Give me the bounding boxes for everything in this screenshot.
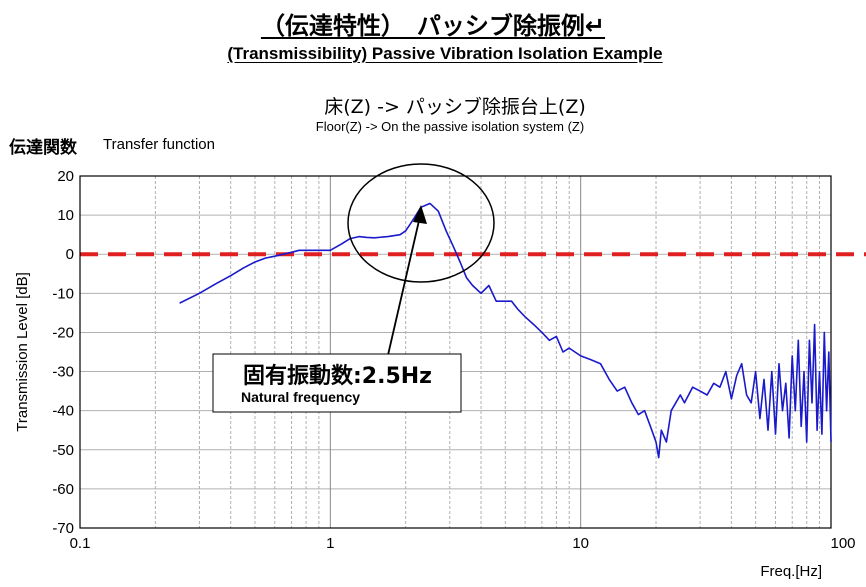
- y-tick-label: -20: [52, 324, 74, 341]
- annotation-arrow-line: [388, 212, 421, 355]
- x-tick-label: 0.1: [70, 535, 91, 552]
- y-tick-label: -50: [52, 442, 74, 459]
- y-tick-label: -30: [52, 364, 74, 381]
- annotation-arrowhead: [413, 205, 427, 224]
- y-tick-label: 20: [57, 168, 74, 185]
- y-tick-label: 10: [57, 207, 74, 224]
- natural-frequency-label-en: Natural frequency: [241, 389, 360, 405]
- y-tick-label: -10: [52, 285, 74, 302]
- y-tick-label: 0: [66, 246, 74, 263]
- x-tick-label: 100: [830, 535, 855, 552]
- plot-frame-group: [80, 176, 831, 528]
- y-tick-label: -60: [52, 481, 74, 498]
- natural-frequency-label-jp: 固有振動数:2.5Hz: [243, 363, 432, 389]
- y-tick-label: -40: [52, 403, 74, 420]
- chart-grid: [80, 176, 831, 528]
- y-axis-label: Transmission Level [dB]: [14, 272, 31, 432]
- x-axis-label: Freq.[Hz]: [760, 563, 822, 580]
- x-tick-label: 10: [572, 535, 589, 552]
- plot-frame: [80, 176, 831, 528]
- x-tick-label: 1: [326, 535, 334, 552]
